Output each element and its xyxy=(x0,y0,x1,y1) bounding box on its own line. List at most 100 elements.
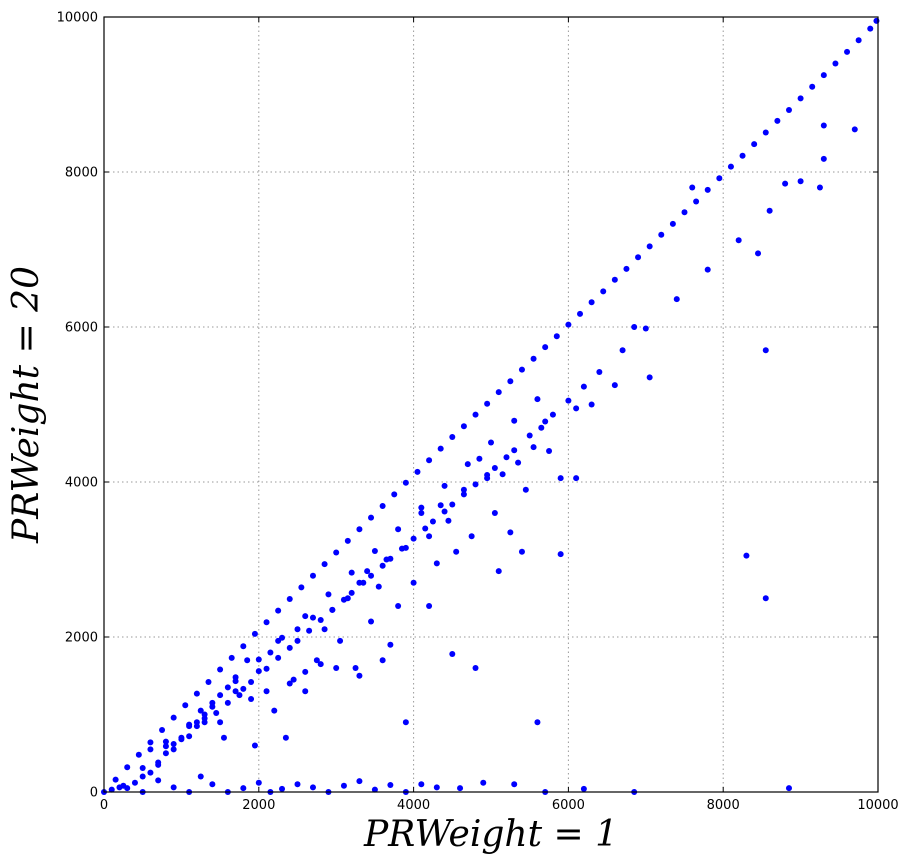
data-point xyxy=(437,502,444,509)
data-point xyxy=(368,514,375,521)
data-point xyxy=(139,764,146,771)
data-point xyxy=(348,589,355,596)
data-point xyxy=(356,579,363,586)
data-point xyxy=(170,740,177,747)
data-point xyxy=(507,378,514,385)
data-point xyxy=(340,782,347,789)
data-point xyxy=(344,537,351,544)
data-point xyxy=(108,786,115,793)
data-point xyxy=(460,491,467,498)
data-point xyxy=(147,746,154,753)
data-point xyxy=(263,665,270,672)
data-point xyxy=(542,418,549,425)
data-point xyxy=(689,184,696,191)
data-point xyxy=(751,141,758,148)
data-point xyxy=(565,397,572,404)
data-point xyxy=(217,666,224,673)
data-point xyxy=(217,719,224,726)
data-point xyxy=(557,551,564,558)
y-tick-label: 0 xyxy=(90,786,98,801)
data-point xyxy=(418,781,425,788)
data-point xyxy=(426,533,433,540)
data-point xyxy=(518,548,525,555)
data-point xyxy=(472,665,479,671)
data-point xyxy=(580,383,587,390)
data-point xyxy=(669,220,676,227)
data-point xyxy=(642,325,649,332)
y-axis-title: PRWeight = 20 xyxy=(6,266,47,544)
data-point xyxy=(553,333,560,340)
data-point xyxy=(294,626,301,633)
data-point xyxy=(217,692,224,699)
data-point xyxy=(507,529,514,536)
data-point xyxy=(317,661,324,668)
data-point xyxy=(785,107,792,113)
data-point xyxy=(457,785,464,792)
data-point xyxy=(344,595,351,602)
data-point xyxy=(236,692,243,699)
plot-frame xyxy=(103,16,879,793)
data-point xyxy=(368,618,375,625)
data-point xyxy=(255,779,262,786)
data-point xyxy=(182,702,189,709)
x-tick-label: 8000 xyxy=(707,798,740,813)
data-point xyxy=(302,668,309,675)
data-point xyxy=(395,526,402,533)
data-point xyxy=(251,742,258,749)
data-point xyxy=(681,209,688,216)
data-point xyxy=(557,475,564,482)
data-point xyxy=(611,382,618,389)
data-point xyxy=(646,243,653,250)
data-point xyxy=(197,773,204,780)
data-point xyxy=(302,613,309,620)
data-point xyxy=(549,411,556,418)
data-point xyxy=(596,368,603,375)
data-point xyxy=(302,688,309,695)
data-point xyxy=(228,654,235,661)
data-point xyxy=(205,678,212,685)
data-point xyxy=(449,651,456,658)
data-point xyxy=(518,366,525,373)
data-point xyxy=(530,444,537,451)
data-point xyxy=(395,603,402,609)
data-point xyxy=(186,723,193,730)
data-point xyxy=(368,572,375,579)
data-point xyxy=(495,568,502,575)
data-point xyxy=(472,411,479,418)
data-point xyxy=(727,163,734,170)
data-point xyxy=(844,48,851,55)
data-point xyxy=(286,680,293,687)
data-point xyxy=(449,501,456,508)
data-point xyxy=(155,777,162,784)
data-point xyxy=(255,656,262,663)
data-point xyxy=(743,552,750,559)
data-point xyxy=(433,560,440,567)
data-point xyxy=(588,401,595,408)
data-point xyxy=(162,738,169,745)
data-point xyxy=(600,288,607,295)
data-point xyxy=(449,434,456,441)
data-point xyxy=(867,25,874,32)
data-point xyxy=(240,685,247,692)
data-point xyxy=(294,637,301,644)
data-point xyxy=(631,324,638,330)
data-point xyxy=(309,784,316,791)
data-point xyxy=(526,432,533,439)
data-point xyxy=(472,481,479,488)
x-axis-title: PRWeight = 1 xyxy=(363,814,618,855)
data-point xyxy=(511,417,518,424)
data-point xyxy=(762,595,769,602)
data-point xyxy=(329,606,336,613)
data-point xyxy=(321,626,328,633)
y-tick-label: 2000 xyxy=(65,631,98,646)
data-point xyxy=(402,544,409,551)
data-point xyxy=(298,584,305,591)
data-point xyxy=(248,696,255,702)
data-point xyxy=(170,784,177,791)
data-point xyxy=(491,510,498,516)
data-point xyxy=(371,547,378,554)
data-point xyxy=(453,548,460,555)
data-point xyxy=(716,175,723,182)
data-point xyxy=(313,657,320,664)
